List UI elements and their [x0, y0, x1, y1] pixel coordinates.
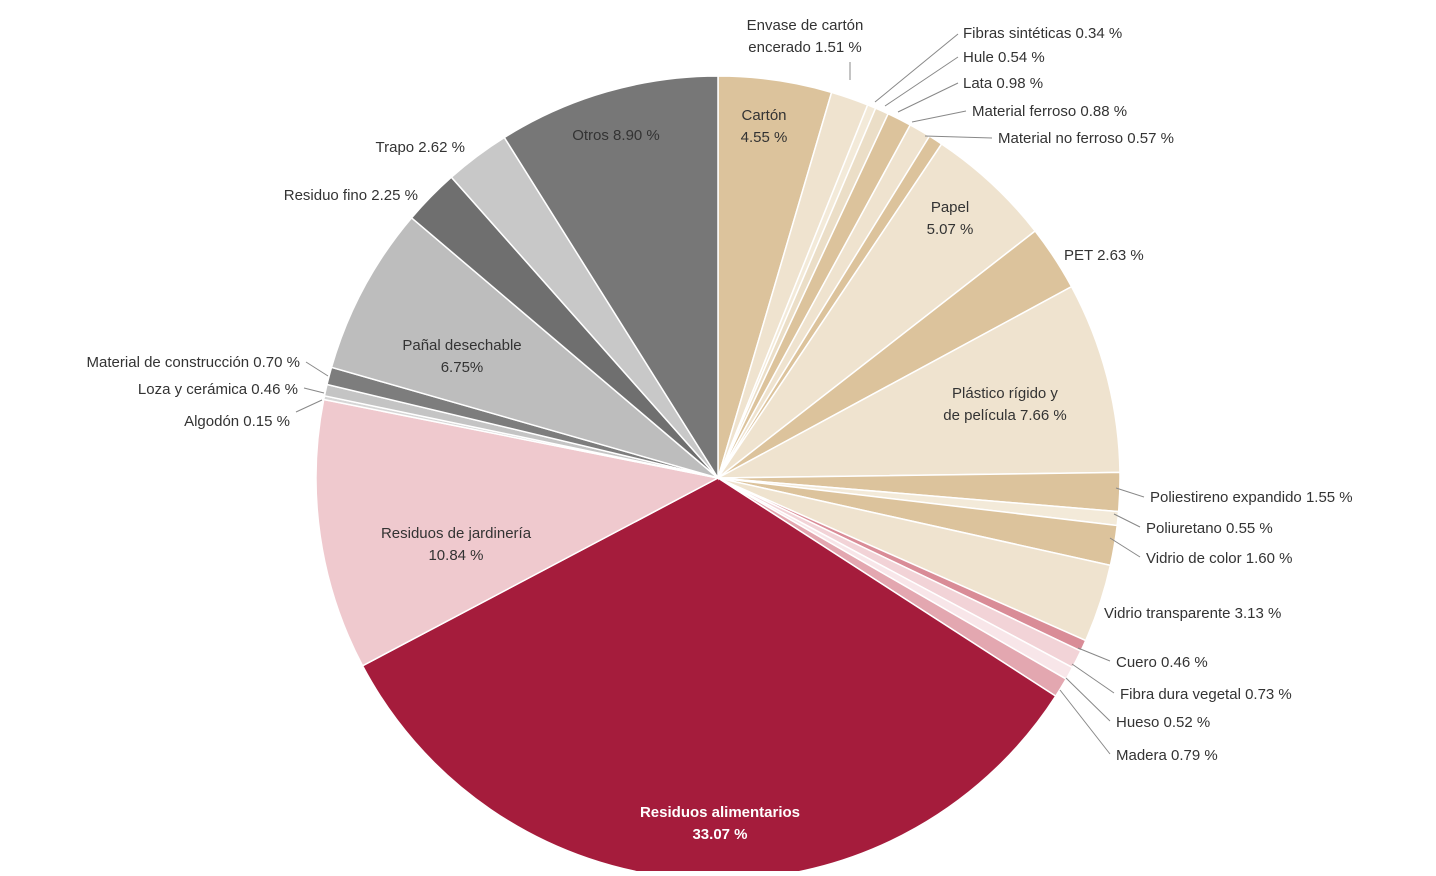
pie-slice-residuos-alimentarios — [361, 477, 1057, 876]
slice-label: Residuos alimentarios 33.07 % — [640, 804, 800, 843]
leader-line — [874, 33, 959, 103]
slice-label: Hule 0.54 % — [963, 49, 1045, 66]
leader-line — [1077, 647, 1111, 662]
slice-label: Poliuretano 0.55 % — [1146, 520, 1273, 537]
slice-label: Otros 8.90 % — [572, 127, 660, 144]
slice-labels: Cartón 4.55 % Envase de cartón encerado 1.5… — [87, 17, 1353, 843]
leader-line — [1065, 677, 1111, 722]
slice-label: Hueso 0.52 % — [1116, 714, 1210, 731]
slice-label: Residuos de jardinería 10.84 % — [381, 525, 532, 564]
leader-line — [1109, 537, 1141, 558]
slice-label: Poliestireno expandido 1.55 % — [1150, 489, 1353, 506]
leader-line — [924, 135, 993, 139]
slice-label: Material no ferroso 0.57 % — [998, 130, 1174, 147]
leader-line — [1113, 513, 1141, 528]
slice-label: Papel 5.07 % — [927, 199, 974, 238]
slice-label: Fibra dura vegetal 0.73 % — [1120, 686, 1292, 703]
pie-slice-plástico-rígido-y-de-película — [717, 285, 1121, 479]
slice-label: Trapo 2.62 % — [376, 139, 466, 156]
slice-label: Pañal desechable 6.75% — [402, 337, 521, 376]
pie-slice-residuos-de-jardinería — [315, 398, 721, 667]
pie-slice-otros — [503, 75, 719, 481]
slice-label: Lata 0.98 % — [963, 75, 1043, 92]
slice-label: Envase de cartón encerado 1.51 % — [747, 17, 864, 56]
leader-line — [303, 387, 325, 394]
slice-label: Vidrio transparente 3.13 % — [1104, 605, 1281, 622]
pie-slices — [315, 75, 1121, 876]
leader-lines — [295, 33, 1145, 755]
leader-line — [295, 399, 323, 413]
pie-slice-pañal-desechable — [330, 216, 719, 479]
leader-line — [305, 361, 329, 377]
leader-line — [911, 110, 967, 123]
slice-label: Algodón 0.15 % — [184, 413, 290, 430]
slice-label: Cuero 0.46 % — [1116, 654, 1208, 671]
slice-label: Material de construcción 0.70 % — [87, 354, 300, 371]
slice-label: Madera 0.79 % — [1116, 747, 1218, 764]
slice-label: Vidrio de color 1.60 % — [1146, 550, 1292, 567]
slice-label: Residuo fino 2.25 % — [284, 187, 418, 204]
leader-line — [884, 56, 959, 107]
slice-label: Plástico rígido y de película 7.66 % — [943, 385, 1066, 424]
slice-label: Loza y cerámica 0.46 % — [138, 381, 298, 398]
slice-label: PET 2.63 % — [1064, 247, 1144, 264]
leader-line — [897, 82, 959, 113]
leader-line — [1071, 663, 1115, 694]
leader-line — [1115, 487, 1145, 498]
slice-label: Fibras sintéticas 0.34 % — [963, 25, 1122, 42]
slice-label: Cartón 4.55 % — [741, 107, 788, 146]
slice-label: Material ferroso 0.88 % — [972, 103, 1127, 120]
leader-line — [1059, 689, 1111, 755]
